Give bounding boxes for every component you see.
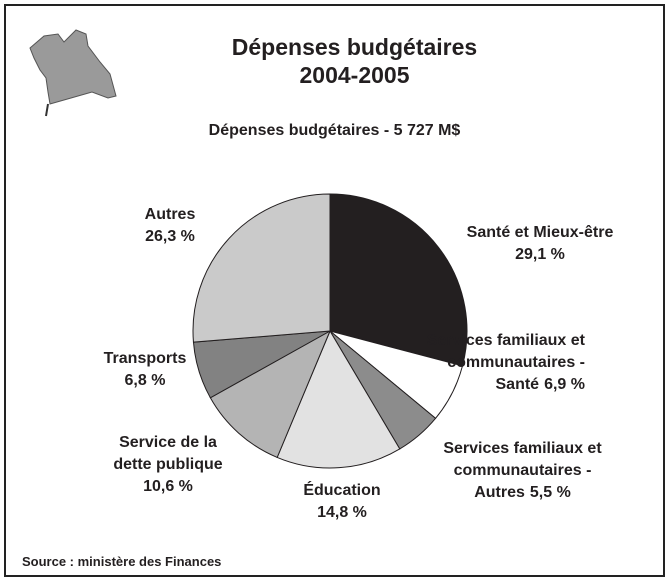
- slice-label: Services familiaux et communautaires - A…: [440, 438, 605, 504]
- category-label: Autres: [144, 206, 196, 223]
- chart-title: Dépenses budgétaires - 5 727 M$: [208, 122, 461, 139]
- title: Dépenses budgétaires: [231, 34, 478, 60]
- icon-tail: [45, 103, 49, 117]
- slice-label: Service de la dette publique 10,6 %: [98, 432, 238, 498]
- pie-slice: [209, 329, 332, 459]
- subtitle: 2004-2005: [299, 62, 410, 88]
- category-label: Services familiaux et communautaires - S…: [426, 332, 585, 393]
- category-label: Santé et Mieux-être: [466, 224, 614, 241]
- value-label: 5,5 %: [529, 484, 571, 501]
- slice-label: Autres 26,3 %: [100, 204, 240, 248]
- category-label: Éducation: [303, 482, 381, 499]
- source: Source : ministère des Finances: [22, 554, 222, 569]
- pie-slice: [192, 193, 331, 343]
- category-label: Service de la dette publique: [113, 434, 223, 473]
- value-label: 6,8 %: [124, 372, 166, 389]
- value-label: 10,6 %: [143, 478, 193, 495]
- slice-label: Santé et Mieux-être 29,1 %: [440, 222, 640, 266]
- value-label: 6,9 %: [544, 376, 585, 393]
- frame: [4, 4, 665, 577]
- category-label: Transports: [103, 350, 187, 367]
- category-label: Services familiaux et communautaires - A…: [443, 440, 602, 501]
- value-label: 29,1 %: [515, 246, 565, 263]
- slice-label: Transports 6,8 %: [75, 348, 215, 392]
- pie-slice: [276, 329, 401, 469]
- province-icon: [29, 29, 117, 105]
- value-label: 14,8 %: [317, 504, 367, 521]
- pie-slice: [329, 193, 468, 367]
- slice-label: Services familiaux et communautaires - S…: [420, 330, 585, 396]
- slice-label: Éducation 14,8 %: [262, 480, 422, 524]
- value-label: 26,3 %: [145, 228, 195, 245]
